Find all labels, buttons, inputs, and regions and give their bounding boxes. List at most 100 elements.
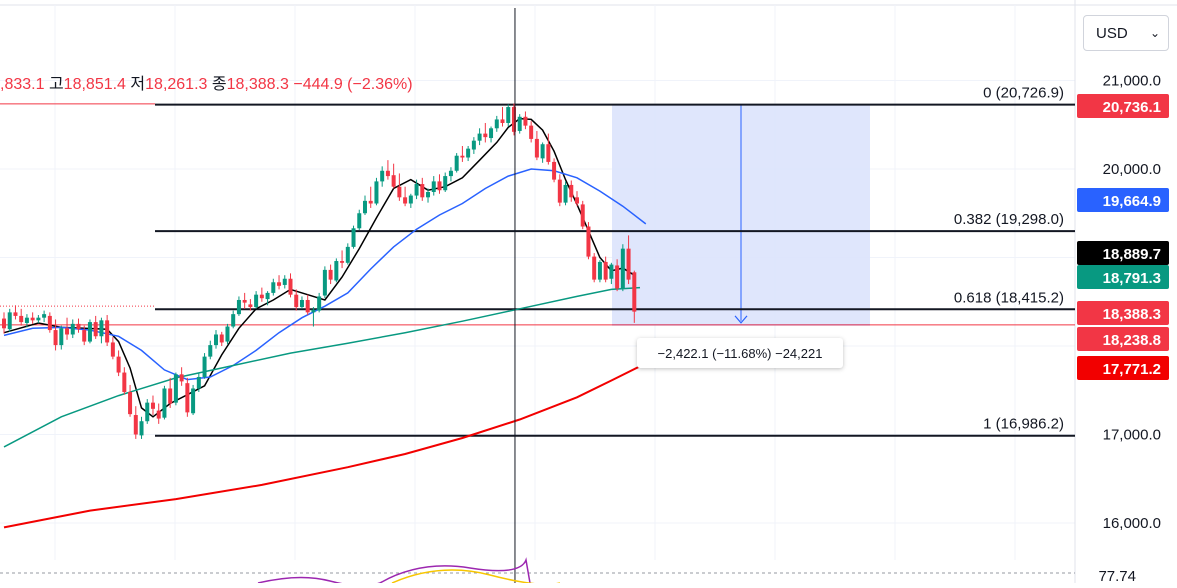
y-tick-label: 20,000.0 bbox=[1103, 161, 1161, 178]
price-badge bbox=[1077, 94, 1169, 118]
candle-body bbox=[460, 155, 465, 158]
candle-body bbox=[19, 315, 24, 323]
candle-body bbox=[431, 181, 436, 193]
candle-body bbox=[7, 312, 12, 330]
candle-body bbox=[277, 282, 282, 286]
candle-body bbox=[546, 144, 551, 162]
candle-body bbox=[271, 282, 276, 293]
candle-body bbox=[414, 184, 419, 196]
candle-body bbox=[511, 107, 516, 132]
chevron-down-icon: ⌄ bbox=[1149, 26, 1160, 40]
candle-body bbox=[420, 184, 425, 198]
candle-body bbox=[208, 345, 213, 357]
candle-body bbox=[128, 392, 133, 415]
candles bbox=[2, 103, 637, 439]
candle-body bbox=[133, 415, 138, 435]
candle-body bbox=[494, 119, 499, 129]
candle-body bbox=[179, 374, 184, 382]
candle-body bbox=[563, 184, 568, 203]
candle-body bbox=[454, 155, 459, 171]
rsi-signal-line bbox=[391, 569, 561, 586]
candle-body bbox=[408, 195, 413, 204]
price-badge-label: 19,664.9 bbox=[1103, 193, 1161, 210]
ohlc-high-label: 고 bbox=[48, 76, 64, 93]
candle-body bbox=[500, 119, 505, 123]
candle-body bbox=[397, 186, 402, 198]
candle-body bbox=[42, 314, 47, 318]
candle-body bbox=[517, 116, 522, 131]
candle-body bbox=[357, 213, 362, 229]
candle-body bbox=[362, 200, 367, 214]
candle-body bbox=[317, 296, 322, 311]
candle-body bbox=[110, 342, 115, 357]
candle-body bbox=[99, 320, 104, 337]
candle-body bbox=[196, 376, 201, 389]
candle-body bbox=[385, 170, 390, 177]
rsi-pane: 77.74 bbox=[0, 557, 1169, 587]
price-badge-label: 18,889.7 bbox=[1103, 246, 1161, 263]
price-badge bbox=[1077, 241, 1169, 265]
candle-body bbox=[65, 328, 70, 335]
candle-body bbox=[620, 248, 625, 289]
fib-measure-band bbox=[612, 104, 870, 326]
candle-body bbox=[173, 374, 178, 403]
price-badge-label: 17,771.2 bbox=[1103, 361, 1161, 378]
ma-long-line bbox=[3, 286, 641, 448]
candle-body bbox=[299, 299, 304, 308]
candle-body bbox=[122, 372, 127, 393]
candle-body bbox=[248, 304, 253, 308]
candle-body bbox=[139, 421, 144, 436]
y-tick-label: 17,000.0 bbox=[1103, 427, 1161, 444]
candle-body bbox=[305, 299, 310, 313]
ma-mid-line bbox=[3, 168, 647, 381]
candle-body bbox=[466, 148, 471, 158]
ohlc-legend: ,833.1 고18,851.4 저18,261.3 종18,388.3 −44… bbox=[0, 70, 413, 94]
currency-select[interactable]: USD ⌄ bbox=[1083, 15, 1169, 51]
price-axis: 21,000.0 20,000.0 17,000.0 16,000.0 bbox=[1103, 73, 1161, 533]
price-badge-label: 18,388.3 bbox=[1103, 306, 1161, 323]
candle-body bbox=[145, 402, 150, 422]
candle-body bbox=[2, 318, 6, 329]
candle-body bbox=[214, 334, 219, 346]
price-badge-label: 18,791.3 bbox=[1103, 270, 1161, 287]
candle-body bbox=[24, 317, 29, 323]
y-tick-label: 16,000.0 bbox=[1103, 515, 1161, 532]
candle-body bbox=[168, 388, 173, 404]
candle-body bbox=[82, 330, 87, 342]
price-badge bbox=[1077, 301, 1169, 325]
candle-body bbox=[13, 312, 18, 316]
rsi-value-label: 77.74 bbox=[1098, 568, 1136, 583]
ohlc-close-label: 종 bbox=[211, 76, 227, 93]
candle-body bbox=[191, 388, 196, 414]
candle-body bbox=[311, 309, 316, 313]
candle-body bbox=[87, 322, 92, 342]
candle-body bbox=[540, 144, 545, 159]
candle-body bbox=[437, 181, 442, 191]
measure-arrowhead bbox=[734, 315, 748, 324]
fib-levels: 0 (20,726.9) 0.382 (19,298.0) 0.618 (18,41… bbox=[0, 85, 1075, 437]
candle-body bbox=[506, 107, 511, 123]
candle-body bbox=[426, 192, 431, 198]
candle-body bbox=[334, 261, 339, 281]
candle-body bbox=[603, 261, 608, 280]
candle-body bbox=[236, 299, 241, 315]
candle-body bbox=[59, 328, 64, 346]
candle-body bbox=[586, 226, 591, 257]
candle-body bbox=[597, 261, 602, 280]
candle-body bbox=[30, 317, 35, 321]
candle-body bbox=[70, 323, 75, 335]
candle-body bbox=[202, 356, 207, 377]
candle-body bbox=[552, 161, 557, 180]
candle-body bbox=[76, 323, 81, 330]
price-badges: 20,736.1 19,664.9 18,889.7 18,791.3 18,388.3… bbox=[1077, 94, 1169, 380]
price-badge bbox=[1077, 265, 1169, 289]
candle-body bbox=[374, 181, 379, 204]
ohlc-change: −444.9 (−2.36%) bbox=[293, 76, 413, 93]
candle-body bbox=[534, 138, 539, 158]
candle-body bbox=[609, 264, 614, 279]
candle-body bbox=[575, 197, 579, 204]
price-badge bbox=[1077, 188, 1169, 212]
price-badge-label: 20,736.1 bbox=[1103, 99, 1161, 116]
